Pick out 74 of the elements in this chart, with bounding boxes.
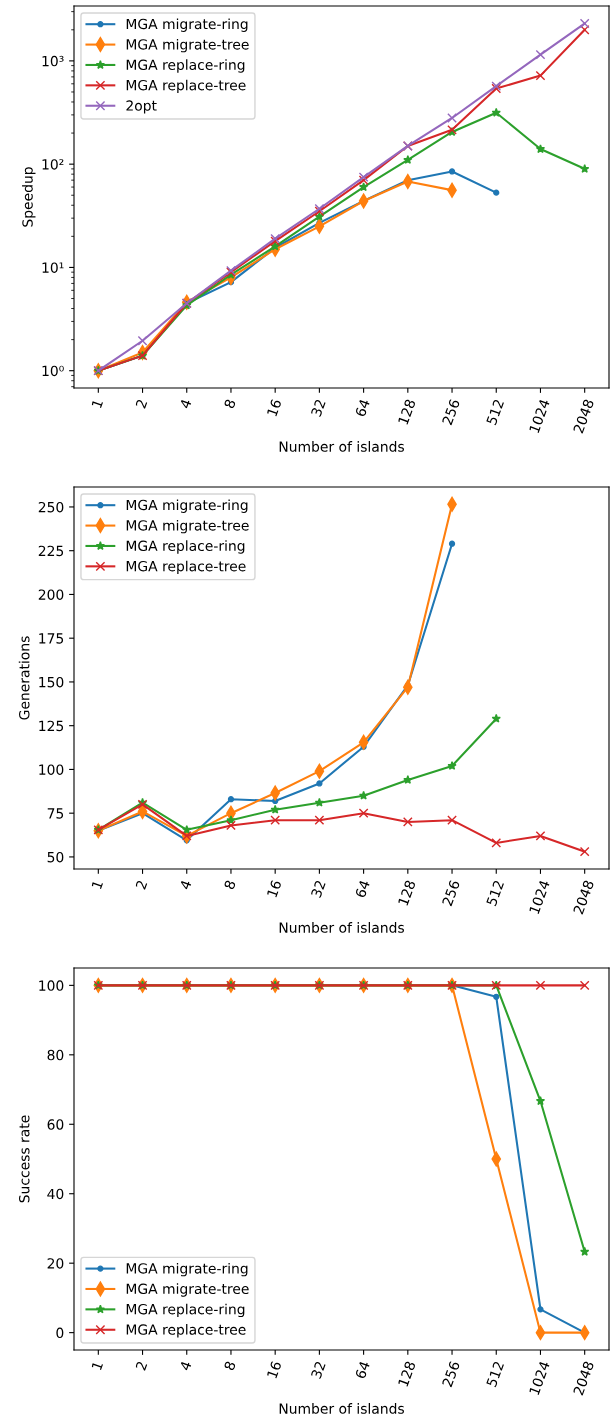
x-tick-label: 2	[135, 880, 148, 890]
x-tick-label: 64	[354, 879, 371, 899]
y-axis-title: Speedup	[22, 167, 36, 227]
x-tick-label: 512	[486, 1361, 505, 1388]
legend-label: MGA migrate-tree	[126, 38, 249, 53]
legend-label: MGA replace-tree	[126, 1324, 246, 1338]
y-tick-label: 10³	[42, 55, 64, 67]
y-tick-label: 100	[39, 764, 64, 775]
legend-label: MGA migrate-ring	[126, 18, 248, 32]
y-tick-label: 150	[39, 676, 64, 688]
x-tick-label: 1024	[528, 398, 551, 434]
x-tick-label: 256	[441, 879, 461, 907]
x-tick-label: 256	[441, 1360, 461, 1388]
y-tick-label: 0	[56, 1327, 64, 1339]
y-tick-label: 225	[38, 545, 64, 557]
x-tick-label: 4	[179, 398, 192, 409]
legend-label: MGA migrate-tree	[126, 1283, 249, 1297]
x-tick-label: 1024	[528, 879, 551, 915]
x-tick-label: 2	[135, 399, 148, 409]
y-tick-label: 40	[47, 1188, 64, 1200]
x-axis-title: Number of islands	[279, 922, 404, 933]
x-tick-label: 2	[135, 1361, 148, 1371]
x-tick-label: 1	[91, 1361, 103, 1371]
x-axis-title: Number of islands	[279, 1403, 404, 1414]
y-axis-title: Success rate	[19, 1115, 30, 1203]
x-tick-label: 512	[486, 399, 505, 426]
y-tick-label: 10²	[42, 159, 64, 170]
x-tick-label: 1	[91, 880, 103, 890]
y-tick-label: 125	[39, 720, 64, 732]
x-tick-label: 256	[441, 398, 461, 426]
y-tick-label: 250	[38, 501, 64, 513]
y-axis-title: Generations	[18, 636, 30, 720]
x-tick-label: 32	[310, 880, 326, 899]
legend-label: MGA migrate-ring	[126, 499, 248, 513]
x-tick-label: 16	[266, 1360, 282, 1379]
x-tick-label: 2048	[572, 879, 595, 915]
x-tick-label: 4	[179, 879, 192, 890]
x-tick-label: 16	[266, 398, 282, 417]
x-tick-label: 8	[223, 879, 236, 890]
x-tick-label: 1	[91, 399, 103, 409]
y-tick-label: 60	[47, 1119, 64, 1130]
x-tick-label: 4	[179, 1360, 192, 1371]
x-tick-label: 16	[266, 879, 282, 898]
x-tick-label: 128	[397, 1360, 416, 1387]
y-tick-label: 75	[47, 808, 64, 819]
x-tick-label: 2048	[572, 1360, 595, 1396]
x-tick-label: 128	[397, 879, 416, 906]
x-tick-label: 32	[310, 1361, 326, 1380]
y-tick-label: 100	[39, 980, 64, 991]
x-tick-label: 64	[354, 398, 371, 418]
y-tick-label: 10⁰	[42, 365, 64, 377]
x-tick-label: 32	[310, 399, 326, 418]
legend-label: MGA replace-tree	[126, 560, 246, 575]
x-tick-label: 1024	[528, 1360, 551, 1396]
y-tick-label: 80	[47, 1049, 64, 1061]
x-tick-label: 8	[223, 1360, 236, 1371]
y-tick-label: 10¹	[42, 262, 64, 273]
legend-label: MGA migrate-tree	[126, 519, 249, 534]
legend-label: MGA migrate-ring	[126, 1262, 248, 1277]
legend-label: MGA replace-ring	[126, 540, 245, 554]
legend-label: MGA replace-tree	[126, 79, 246, 94]
legend-label: MGA replace-ring	[126, 1303, 245, 1318]
y-tick-label: 50	[47, 851, 64, 863]
x-axis-title: Number of islands	[279, 441, 404, 452]
x-tick-label: 512	[486, 880, 505, 907]
legend-label: MGA replace-ring	[126, 59, 245, 73]
x-tick-label: 64	[354, 1360, 371, 1380]
y-tick-label: 175	[39, 633, 64, 644]
x-tick-label: 128	[397, 398, 416, 425]
y-tick-label: 20	[47, 1258, 64, 1269]
y-tick-label: 200	[38, 589, 64, 600]
x-tick-label: 2048	[572, 398, 595, 434]
x-tick-label: 8	[223, 398, 236, 409]
legend-label: 2opt	[126, 100, 157, 114]
